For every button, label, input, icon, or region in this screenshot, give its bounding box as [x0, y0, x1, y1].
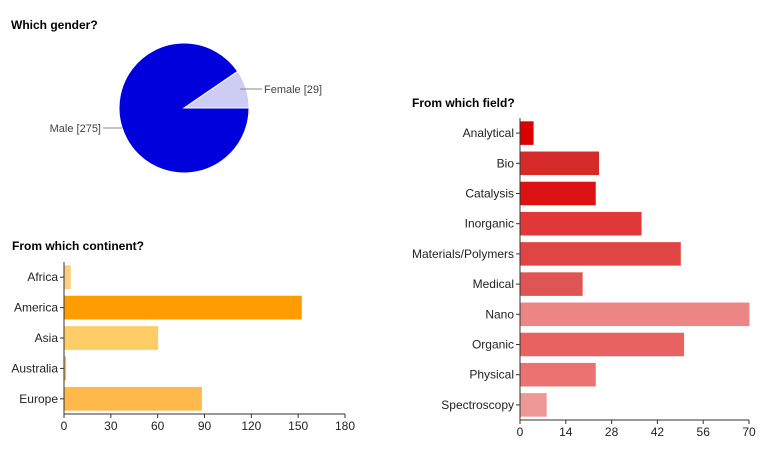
field-bar-organic	[520, 332, 685, 357]
continent-xtick-label: 0	[61, 419, 68, 433]
field-bar-catalysis	[520, 181, 596, 206]
field-category-label: Organic	[472, 338, 514, 352]
field-xtick-label: 56	[697, 425, 711, 439]
continent-bar-africa	[64, 265, 71, 290]
pie-label-female: Female [29]	[264, 84, 322, 96]
continent-xtick-label: 120	[241, 419, 261, 433]
continent-category-label: America	[14, 301, 58, 315]
field-bar-spectroscopy	[520, 393, 547, 417]
field-category-label: Medical	[473, 277, 514, 291]
continent-xtick-label: 150	[288, 419, 308, 433]
field-bar-bio	[520, 151, 600, 176]
field-xtick-label: 28	[605, 425, 619, 439]
field-bar-analytical	[520, 121, 534, 145]
pie-slice-male	[118, 42, 250, 174]
field-bar-nano	[520, 302, 750, 327]
field-category-label: Bio	[497, 156, 515, 170]
pie-label-male: Male [275]	[50, 123, 101, 135]
continent-xtick-label: 60	[151, 419, 165, 433]
continent-category-label: Europe	[19, 392, 58, 406]
field-xtick-label: 42	[651, 425, 665, 439]
continent-xtick-label: 30	[104, 419, 118, 433]
field-chart-title: From which field?	[412, 96, 515, 110]
field-xtick-label: 70	[742, 425, 756, 439]
continent-bar-asia	[64, 326, 159, 350]
continent-bar-europe	[64, 386, 202, 411]
field-category-label: Inorganic	[465, 217, 514, 231]
continent-xtick-label: 180	[335, 419, 355, 433]
field-bar-inorganic	[520, 211, 642, 236]
continent-category-label: Asia	[35, 331, 59, 345]
gender-chart-title: Which gender?	[11, 18, 98, 32]
field-category-label: Nano	[485, 307, 514, 321]
field-bar-physical	[520, 362, 596, 387]
field-category-label: Catalysis	[465, 187, 514, 201]
field-category-label: Materials/Polymers	[412, 247, 514, 261]
continent-category-label: Australia	[11, 361, 58, 375]
continent-xtick-label: 90	[198, 419, 212, 433]
continent-bar-america	[64, 295, 302, 320]
field-category-label: Spectroscopy	[441, 398, 514, 412]
field-xtick-label: 14	[559, 425, 573, 439]
field-xtick-label: 0	[517, 425, 524, 439]
field-bar-medical	[520, 272, 583, 296]
continent-category-label: Africa	[27, 270, 58, 284]
field-category-label: Analytical	[463, 126, 514, 140]
continent-chart-title: From which continent?	[12, 239, 144, 253]
continent-bar-australia	[64, 356, 67, 381]
field-bar-materials-polymers	[520, 242, 681, 266]
field-category-label: Physical	[469, 368, 514, 382]
